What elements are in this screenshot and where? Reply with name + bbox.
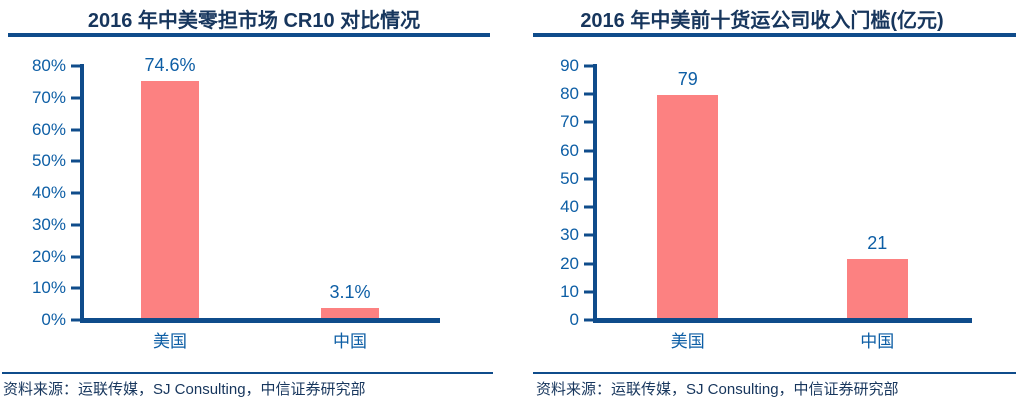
y-axis-tick-mark: [71, 223, 80, 227]
y-axis-tick-label: 20: [560, 253, 579, 273]
y-axis-tick-mark: [71, 96, 80, 100]
y-axis-tick-label: 80%: [31, 56, 66, 75]
y-axis-tick-mark: [584, 318, 593, 322]
title-rule: [8, 33, 490, 37]
y-axis-line: [80, 64, 84, 323]
bar-中国: [846, 258, 908, 318]
y-axis-tick-label: 10%: [31, 278, 66, 298]
y-axis-tick-label: 50: [560, 168, 579, 188]
y-axis-tick-mark: [71, 286, 80, 290]
category-label: 中国: [333, 332, 367, 351]
title-rule: [533, 33, 1016, 37]
source-text: 资料来源：运联传媒，SJ Consulting，中信证券研究部: [536, 381, 899, 398]
bar-value-label: 74.6%: [144, 55, 196, 76]
y-axis-tick-label: 40: [560, 197, 579, 217]
bar-value-label: 21: [867, 232, 888, 253]
y-axis-tick-label: 60%: [31, 119, 66, 139]
chart-title: 2016 年中美前十货运公司收入门槛(亿元): [580, 10, 944, 32]
y-axis-tick-label: 30%: [31, 214, 66, 234]
y-axis-tick-label: 60: [560, 140, 579, 160]
category-label: 美国: [670, 332, 705, 351]
y-axis-tick-label: 20%: [31, 246, 66, 266]
source-rule: [2, 372, 493, 374]
y-axis-tick-label: 10: [560, 281, 579, 301]
chart-panel-ltl-cr10: 2016 年中美零担市场 CR10 对比情况 80% 70% 60% 50% 40% 30…: [2, 10, 493, 398]
y-axis-tick-mark: [71, 64, 80, 68]
y-axis-tick-mark: [71, 255, 80, 258]
y-axis-tick-mark: [584, 262, 593, 266]
y-axis-tick-mark: [71, 128, 80, 131]
y-axis-tick-mark: [584, 290, 593, 294]
y-axis-line: [593, 64, 597, 323]
y-axis-tick-mark: [584, 149, 593, 153]
bar-中国: [321, 308, 379, 318]
y-axis-tick-mark: [584, 177, 593, 181]
y-axis-tick-label: 50%: [31, 151, 66, 171]
source-rule: [533, 372, 1016, 374]
y-axis-tick-mark: [584, 120, 593, 124]
y-axis-tick-mark: [584, 233, 593, 237]
plot-area: 90 80 70 60 50 40 30 20 10 0 79 美国 21 中国: [508, 0, 1016, 406]
chart-panel-revenue-threshold: 2016 年中美前十货运公司收入门槛(亿元) 90 80 70 60 50 40 30 20 1…: [508, 0, 1016, 406]
y-axis-tick-mark: [584, 92, 593, 96]
bar-value-label: 79: [677, 69, 698, 90]
y-axis-tick-mark: [71, 159, 80, 163]
y-axis-tick-label: 90: [560, 56, 579, 75]
plot-area: 80% 70% 60% 50% 40% 30% 20% 10% 0% 74.6% 美国 3.1% 中国: [31, 55, 440, 351]
y-axis-tick-mark: [584, 205, 593, 209]
y-axis-tick-mark: [71, 191, 80, 195]
y-axis-tick-label: 30: [560, 225, 579, 245]
bar-value-label: 3.1%: [329, 282, 371, 303]
x-axis-baseline: [80, 318, 440, 323]
y-axis-tick-label: 70%: [31, 87, 66, 107]
x-axis-baseline: [593, 318, 972, 323]
y-axis-tick-label: 80: [560, 84, 579, 104]
y-axis-tick-mark: [71, 318, 80, 322]
bar-美国: [141, 81, 199, 318]
source-text: 资料来源：运联传媒，SJ Consulting，中信证券研究部: [3, 381, 366, 398]
y-axis-tick-mark: [584, 64, 593, 68]
chart-title: 2016 年中美零担市场 CR10 对比情况: [87, 10, 421, 32]
y-axis-tick-label: 70: [560, 112, 579, 132]
y-axis-tick-label: 40%: [31, 183, 66, 202]
y-axis-tick-label: 0: [569, 310, 579, 329]
category-label: 美国: [153, 332, 187, 351]
category-label: 中国: [860, 332, 895, 351]
y-axis-tick-label: 0%: [41, 310, 66, 329]
bar-美国: [657, 95, 719, 318]
